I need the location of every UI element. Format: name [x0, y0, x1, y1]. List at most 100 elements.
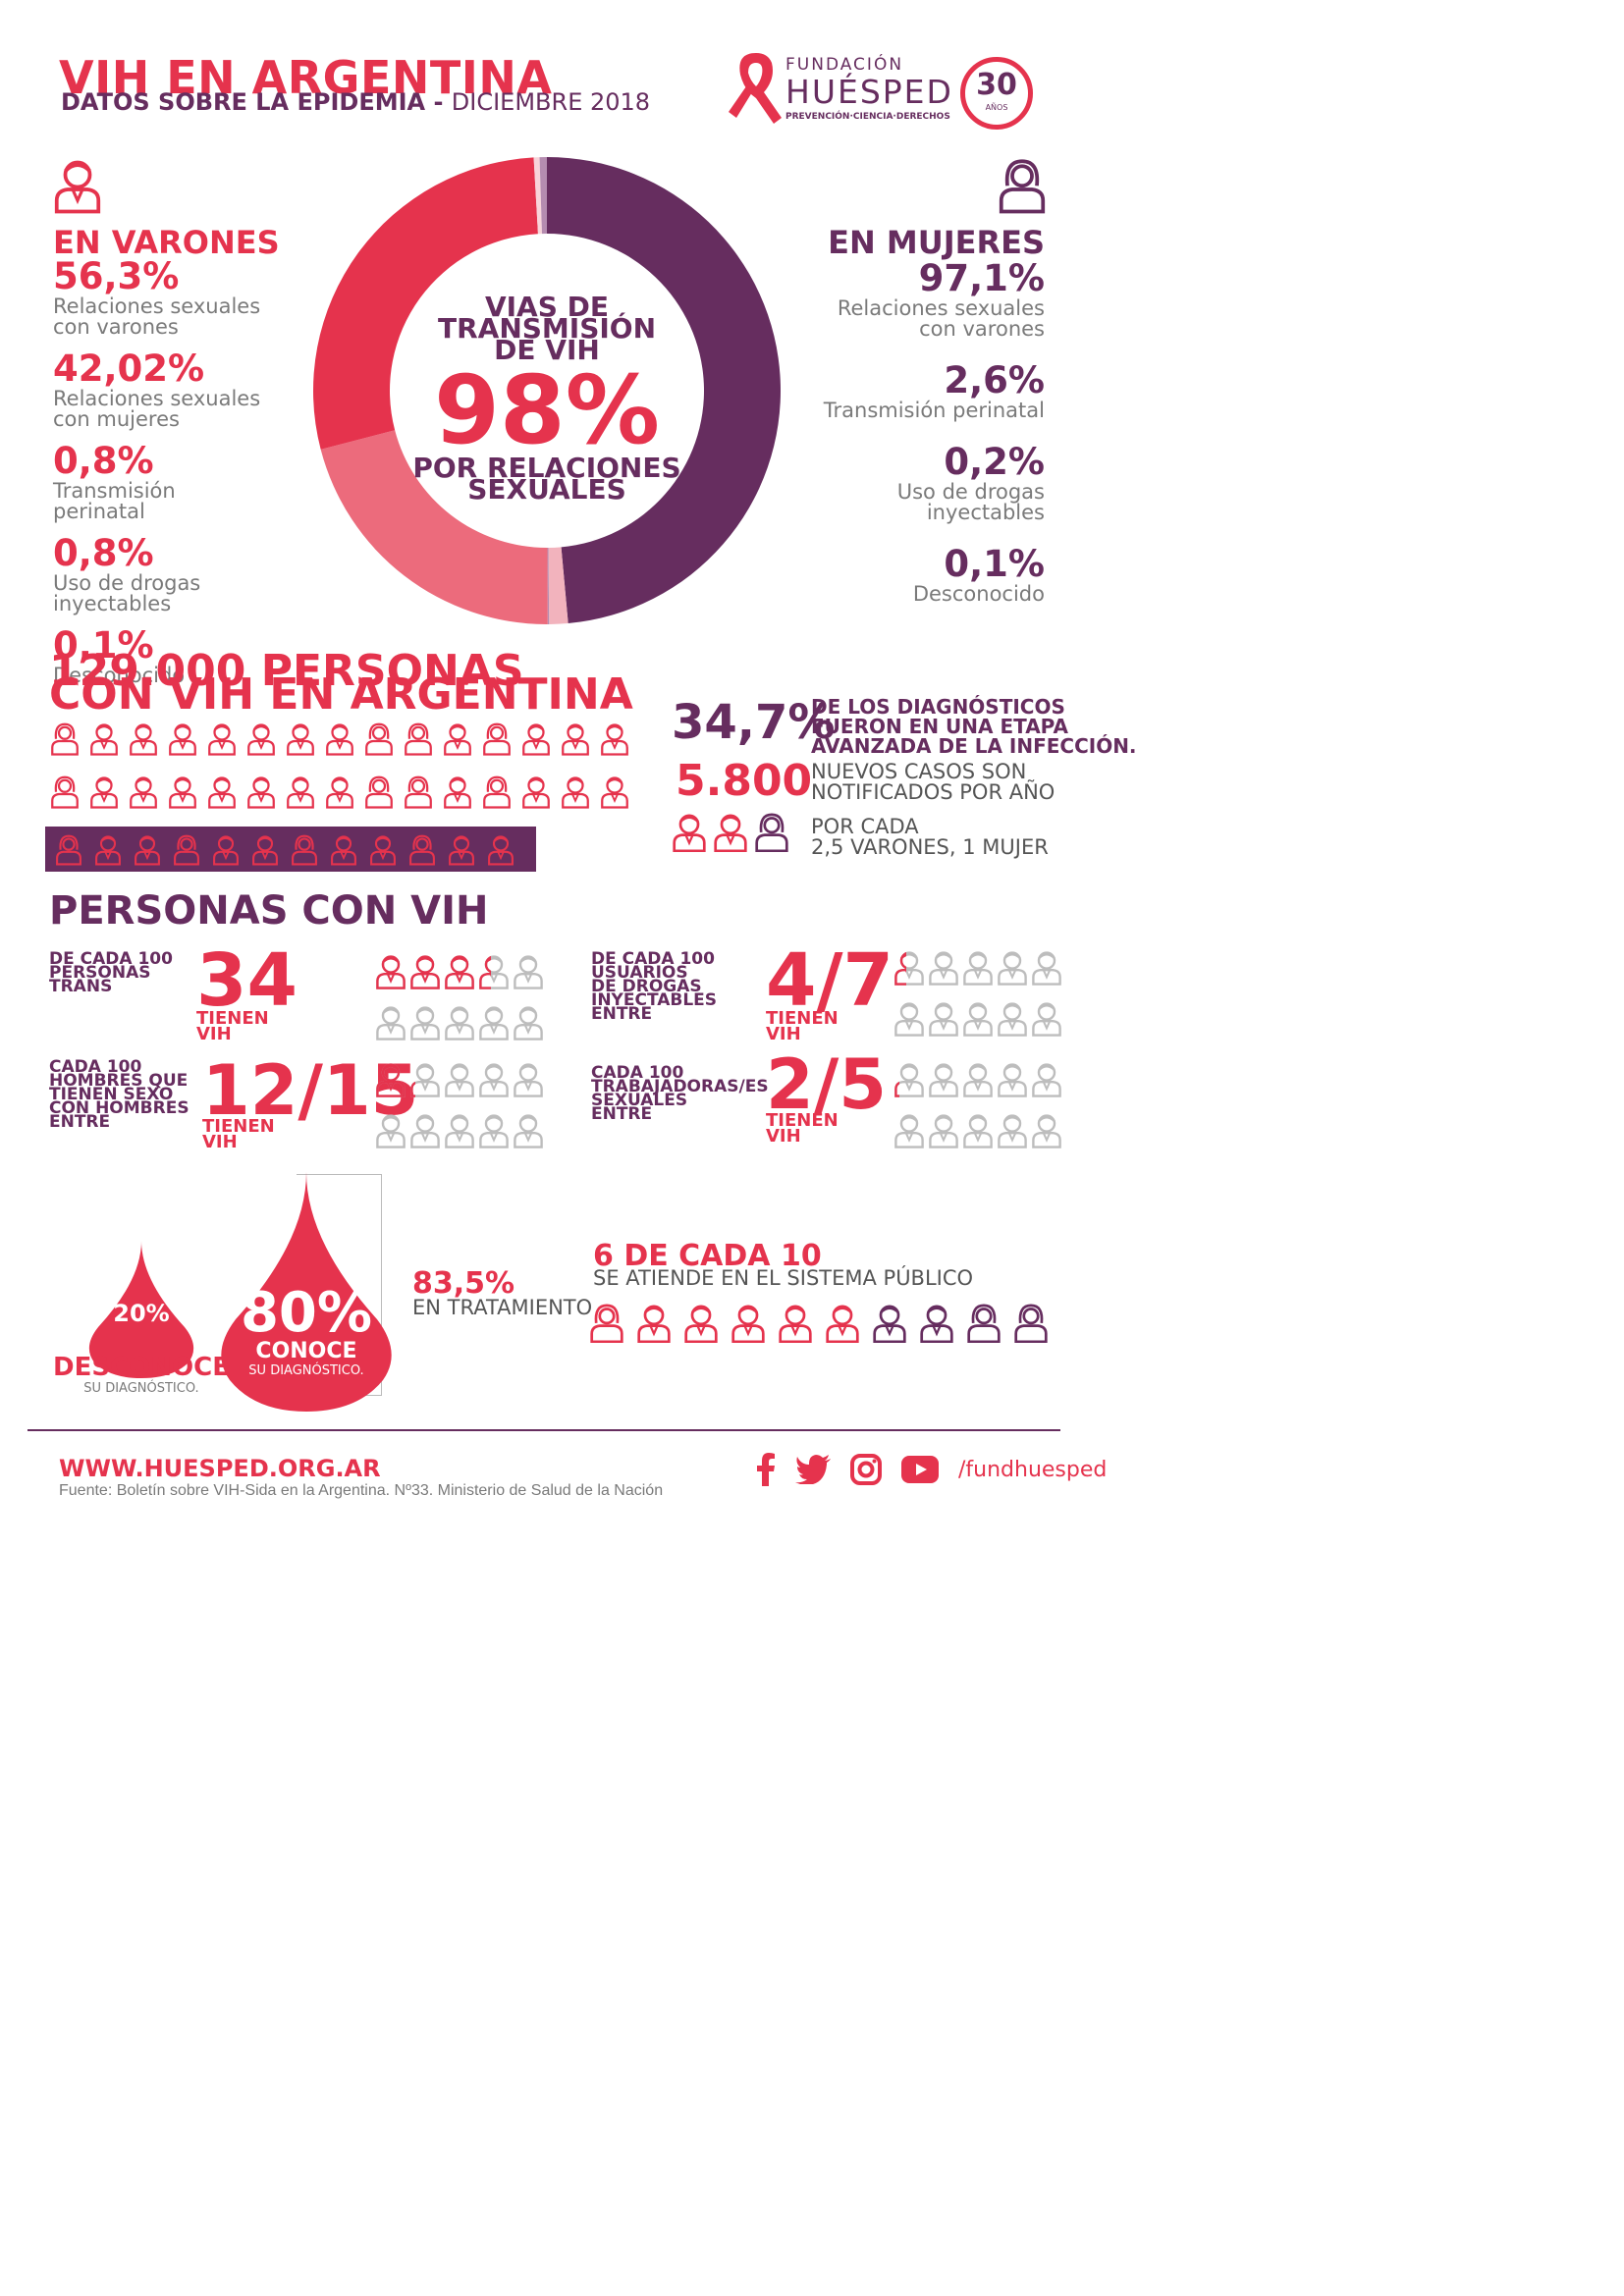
mujeres-pct: 0,2% — [944, 441, 1045, 483]
group-icon-cell — [478, 1111, 513, 1154]
youtube-icon[interactable] — [901, 1456, 939, 1483]
tienen-line: VIH — [196, 1024, 232, 1044]
people-cell — [399, 774, 438, 821]
woman-icon — [405, 722, 432, 756]
man-icon — [562, 776, 589, 809]
group-label-line: CON HOMBRES — [49, 1098, 189, 1118]
group-tienen: TIENEN VIH — [202, 1118, 275, 1151]
group-label-line: TIENEN SEXO — [49, 1085, 174, 1104]
varones-list: 56,3% Relaciones sexuales con varones 42,02… — [53, 257, 308, 698]
group-icon-cell — [1031, 948, 1065, 991]
man-icon — [601, 776, 628, 809]
group-label-line: DE CADA 100 — [591, 949, 715, 969]
donut-slice-5 — [533, 157, 542, 235]
man-icon — [1032, 951, 1061, 986]
group-label-line: CADA 100 — [591, 1063, 684, 1083]
man-icon — [637, 1305, 671, 1343]
people-cell — [595, 774, 634, 821]
group-icon-fill — [375, 952, 406, 989]
man-icon — [410, 1114, 440, 1148]
people-cell — [245, 832, 285, 866]
woman-icon — [55, 834, 82, 866]
man-icon — [779, 1305, 812, 1343]
group-icon-cell — [962, 999, 997, 1042]
mujeres-pct: 2,6% — [944, 359, 1045, 401]
group-icon-grid — [375, 952, 547, 1046]
varones-pct: 42,02% — [53, 347, 205, 390]
mujeres-item: 2,6% Transmisión perinatal — [750, 361, 1045, 421]
man-icon — [998, 951, 1027, 986]
man-icon — [445, 1006, 474, 1041]
advanced-diagnosis-pct: 34,7% — [672, 695, 836, 750]
man-icon — [562, 723, 589, 756]
man-icon — [479, 1006, 509, 1041]
people-cell — [281, 721, 320, 768]
people-cell — [438, 721, 477, 768]
man-icon — [714, 814, 747, 852]
group-icon-cell — [409, 1060, 444, 1103]
man-icon — [826, 1305, 859, 1343]
man-icon — [94, 835, 122, 866]
group-icon-cell — [444, 1111, 478, 1154]
man-icon — [894, 1063, 900, 1097]
instagram-icon[interactable] — [850, 1454, 882, 1485]
mujeres-desc: inyectables — [926, 501, 1045, 524]
varones-heading: EN VARONES — [53, 224, 280, 261]
man-icon — [487, 835, 514, 866]
footer-divider — [27, 1429, 1060, 1431]
man-icon — [410, 955, 440, 989]
people-cell — [167, 832, 206, 866]
group-icon-grid — [375, 1060, 547, 1154]
group-label-line: TRABAJADORAS/ES — [591, 1077, 769, 1096]
group-icon-cell — [375, 952, 409, 995]
twitter-icon[interactable] — [795, 1455, 831, 1484]
woman-icon — [755, 813, 788, 852]
people-cell — [281, 774, 320, 821]
group-icon-fill — [409, 952, 441, 989]
varones-desc: Desconocido — [53, 664, 186, 687]
unknown-pct: 20% — [113, 1300, 170, 1327]
man-icon — [479, 955, 491, 989]
woman-icon — [590, 1304, 623, 1343]
mujeres-item: 0,1% Desconocido — [750, 545, 1045, 605]
people-cell — [438, 774, 477, 821]
man-icon — [522, 723, 550, 756]
man-icon — [1032, 1063, 1061, 1097]
social-handle[interactable]: /fundhuesped — [958, 1457, 1108, 1482]
man-icon — [963, 1002, 993, 1037]
donut-slice-0 — [547, 157, 782, 624]
facebook-icon[interactable] — [756, 1453, 776, 1486]
woman-icon — [173, 834, 200, 866]
varones-desc: Relaciones sexuales — [53, 387, 261, 410]
man-icon — [1032, 1114, 1061, 1148]
woman-icon — [999, 159, 1046, 214]
people-cell — [88, 832, 128, 866]
man-icon — [410, 1063, 416, 1097]
varones-desc: Transmisión — [53, 479, 176, 503]
woman-icon — [1014, 1304, 1048, 1343]
tienen-line: TIENEN — [766, 1008, 839, 1029]
man-icon — [134, 835, 161, 866]
varones-item: 56,3% Relaciones sexuales con varones — [53, 257, 308, 338]
mujeres-pct: 0,1% — [944, 543, 1045, 585]
man-icon — [963, 1114, 993, 1148]
man-icon — [684, 1305, 718, 1343]
donut-line1: VIAS DE — [484, 291, 610, 323]
people-cell — [595, 721, 634, 768]
group-label: DE CADA 100 PERSONAS TRANS — [49, 951, 173, 995]
people-cell — [556, 774, 595, 821]
donut-big-pct: 98% — [434, 355, 660, 465]
woman-icon — [405, 775, 432, 809]
unknown-label: DESCONOCE — [53, 1353, 230, 1382]
varones-item: 0,8% Transmisión perinatal — [53, 442, 308, 522]
man-icon — [410, 1006, 440, 1041]
people-cell — [128, 832, 167, 866]
public-heading: 6 DE CADA 10 — [593, 1239, 822, 1273]
man-icon — [998, 1114, 1027, 1148]
man-icon — [208, 776, 236, 809]
logo-fundacion: FUNDACIÓN — [785, 55, 904, 75]
website-link[interactable]: WWW.HUESPED.ORG.AR — [59, 1455, 381, 1482]
people-cell — [163, 774, 202, 821]
group-icon-cell — [444, 952, 478, 995]
group-label-line: ENTRE — [591, 1104, 653, 1124]
